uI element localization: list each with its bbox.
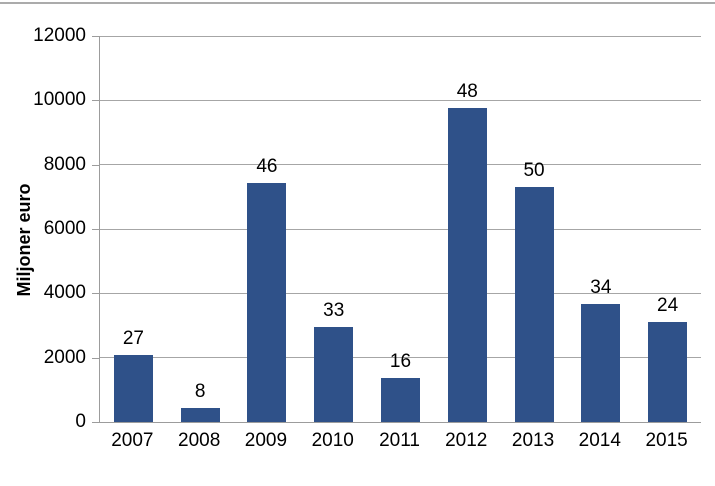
x-tick-label: 2009 bbox=[244, 430, 288, 451]
x-tick-label: 2012 bbox=[445, 430, 488, 451]
gridline bbox=[100, 36, 701, 37]
y-tick-label: 0 bbox=[75, 411, 86, 432]
bar-value-label: 50 bbox=[523, 159, 545, 181]
gridline bbox=[100, 357, 701, 359]
bar-value-label: 24 bbox=[657, 294, 679, 316]
top-divider bbox=[0, 2, 715, 4]
x-tick-label: 2008 bbox=[178, 430, 221, 451]
bar-2010 bbox=[314, 327, 354, 422]
bar-2007 bbox=[113, 355, 153, 422]
y-tick bbox=[92, 357, 99, 359]
y-tick bbox=[92, 422, 99, 423]
x-tick-label: 2014 bbox=[578, 430, 621, 451]
bar-2012 bbox=[447, 107, 487, 422]
bar-2008 bbox=[180, 408, 220, 422]
gridline bbox=[100, 99, 701, 101]
y-tick-label: 4000 bbox=[43, 282, 86, 304]
bar-2011 bbox=[381, 377, 420, 422]
x-tick-label: 2013 bbox=[511, 430, 555, 451]
y-tick-label: 10000 bbox=[33, 89, 86, 111]
bar-value-label: 8 bbox=[194, 381, 206, 403]
gridline bbox=[100, 292, 701, 294]
x-tick-label: 2010 bbox=[311, 430, 354, 451]
bar-2015 bbox=[648, 321, 688, 422]
bar-value-label: 33 bbox=[323, 300, 345, 322]
bar-2014 bbox=[581, 303, 621, 422]
y-tick bbox=[92, 36, 99, 37]
x-tick-label: 2007 bbox=[111, 430, 154, 451]
x-tick-label: 2011 bbox=[379, 430, 420, 451]
y-tick bbox=[92, 229, 99, 230]
x-tick-label: 2015 bbox=[645, 430, 688, 451]
y-tick-label: 12000 bbox=[33, 25, 86, 46]
gridline bbox=[100, 164, 701, 166]
y-tick bbox=[92, 100, 99, 102]
gridline bbox=[100, 228, 701, 230]
bar-value-label: 48 bbox=[456, 80, 478, 102]
bar-value-label: 46 bbox=[256, 156, 278, 178]
y-tick-label: 6000 bbox=[43, 218, 86, 239]
bar-2013 bbox=[514, 186, 554, 422]
y-tick-label: 8000 bbox=[43, 153, 86, 175]
plot-area: 27 8 46 33 16 48 50 34 24 bbox=[99, 36, 701, 423]
y-tick bbox=[92, 293, 99, 295]
y-tick bbox=[92, 164, 99, 166]
y-tick-label: 2000 bbox=[43, 346, 86, 368]
bar-value-label: 34 bbox=[590, 276, 612, 298]
y-axis-title: Miljoner euro bbox=[14, 183, 34, 297]
bar-value-label: 16 bbox=[389, 350, 412, 372]
bar-2009 bbox=[247, 183, 287, 422]
bar-value-label: 27 bbox=[122, 328, 144, 350]
